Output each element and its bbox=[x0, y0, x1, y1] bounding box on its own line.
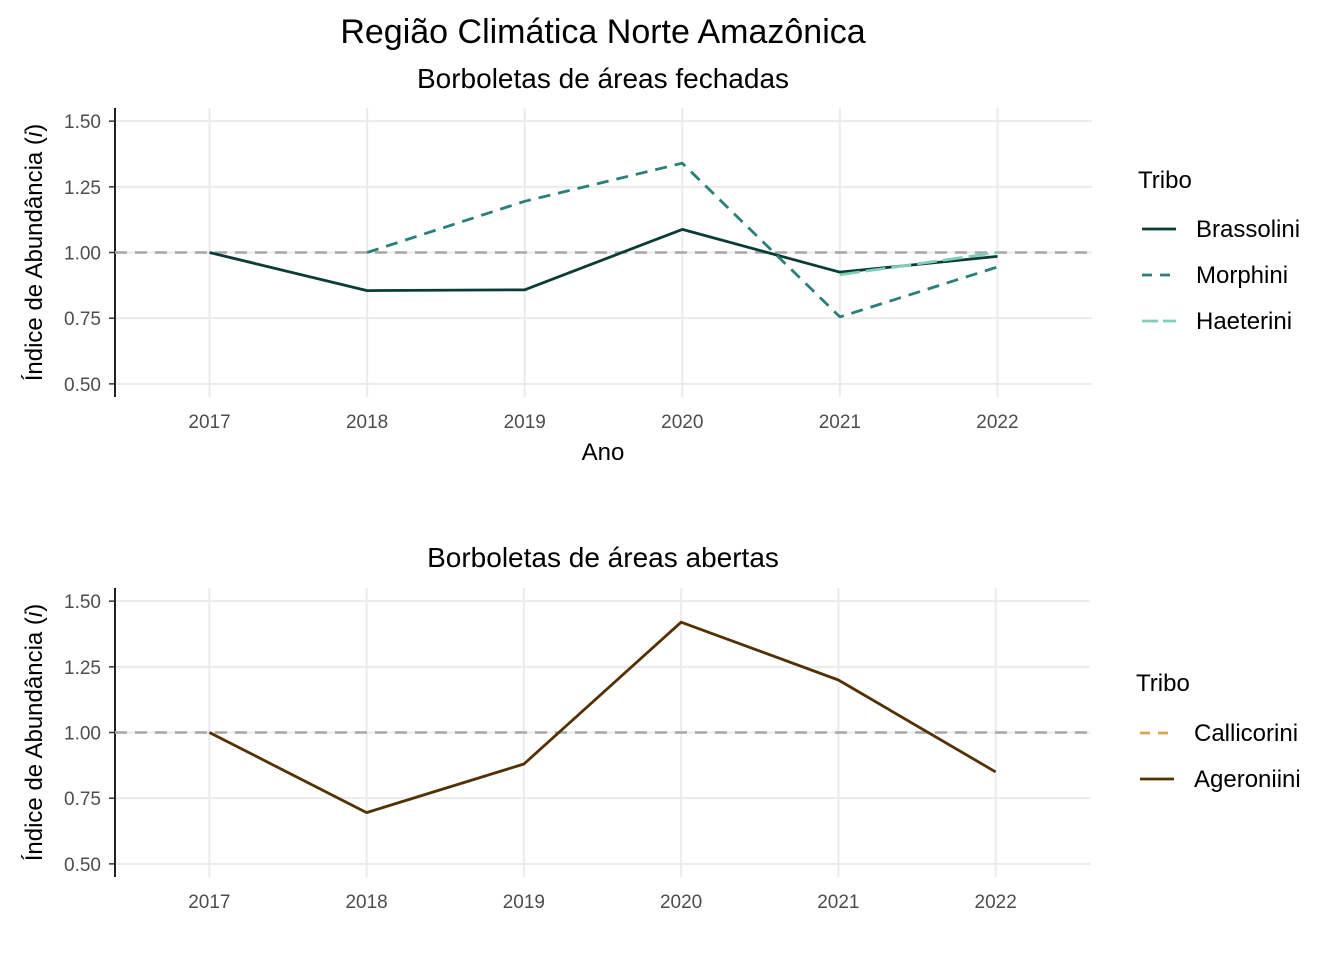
legend-label: Ageroniini bbox=[1194, 766, 1301, 793]
y-tick-label: 1.50 bbox=[64, 592, 101, 613]
x-tick-label: 2022 bbox=[976, 412, 1018, 433]
y-axis-title-main: Índice de Abundância ( bbox=[21, 617, 48, 861]
y-tick-label: 0.75 bbox=[64, 789, 101, 810]
chart-panels: Borboletas de áreas fechadas 0.50 0.75 1.00… bbox=[21, 63, 1301, 913]
y-tick-label: 0.50 bbox=[64, 855, 101, 876]
panel-title: Borboletas de áreas abertas bbox=[427, 542, 779, 573]
y-axis-title-end: ) bbox=[21, 124, 48, 132]
y-tick-label: 0.50 bbox=[64, 375, 101, 396]
series-line-haeterini bbox=[839, 251, 998, 277]
y-tick-label: 1.00 bbox=[64, 244, 101, 265]
legend-label: Morphini bbox=[1196, 262, 1288, 289]
series-line-ageroniini bbox=[208, 620, 997, 814]
y-axis-title-italic: i bbox=[21, 611, 48, 617]
legend-title: Tribo bbox=[1136, 670, 1190, 697]
legend-label: Brassolini bbox=[1196, 216, 1300, 243]
x-tick-label: 2018 bbox=[346, 412, 388, 433]
legend-title: Tribo bbox=[1138, 167, 1192, 194]
series-line-brassolini bbox=[209, 227, 998, 293]
x-tick-label: 2019 bbox=[504, 412, 546, 433]
x-tick-label: 2021 bbox=[817, 892, 859, 913]
x-tick-label: 2020 bbox=[661, 412, 703, 433]
x-tick-label: 2020 bbox=[660, 892, 702, 913]
y-axis-title: Índice de Abundância (i) bbox=[21, 124, 48, 382]
x-tick-label: 2021 bbox=[819, 412, 861, 433]
chart-panel-2: Borboletas de áreas abertas 0.50 0.75 1.00 1… bbox=[21, 542, 1301, 913]
legend-label: Haeterini bbox=[1196, 308, 1292, 335]
chart-panel-1: Borboletas de áreas fechadas 0.50 0.75 1.00… bbox=[21, 63, 1300, 466]
figure-title: Região Climática Norte Amazônica bbox=[340, 13, 865, 51]
x-tick-label: 2017 bbox=[188, 412, 230, 433]
series-line-morphini bbox=[366, 161, 998, 319]
x-tick-label: 2022 bbox=[975, 892, 1017, 913]
x-tick-label: 2018 bbox=[345, 892, 387, 913]
x-tick-label: 2017 bbox=[188, 892, 230, 913]
panel-title: Borboletas de áreas fechadas bbox=[417, 63, 789, 94]
y-tick-label: 1.00 bbox=[64, 724, 101, 745]
y-axis-title-italic: i bbox=[21, 131, 48, 137]
x-tick-label: 2019 bbox=[503, 892, 545, 913]
y-tick-label: 1.50 bbox=[64, 112, 101, 133]
y-tick-label: 1.25 bbox=[64, 658, 101, 679]
x-axis-title: Ano bbox=[582, 439, 625, 466]
y-axis-title-end: ) bbox=[21, 604, 48, 612]
y-axis-title-main: Índice de Abundância ( bbox=[21, 137, 48, 381]
y-tick-label: 0.75 bbox=[64, 309, 101, 330]
y-axis-title: Índice de Abundância (i) bbox=[21, 604, 48, 862]
legend-label: Callicorini bbox=[1194, 720, 1298, 747]
y-tick-label: 1.25 bbox=[64, 178, 101, 199]
